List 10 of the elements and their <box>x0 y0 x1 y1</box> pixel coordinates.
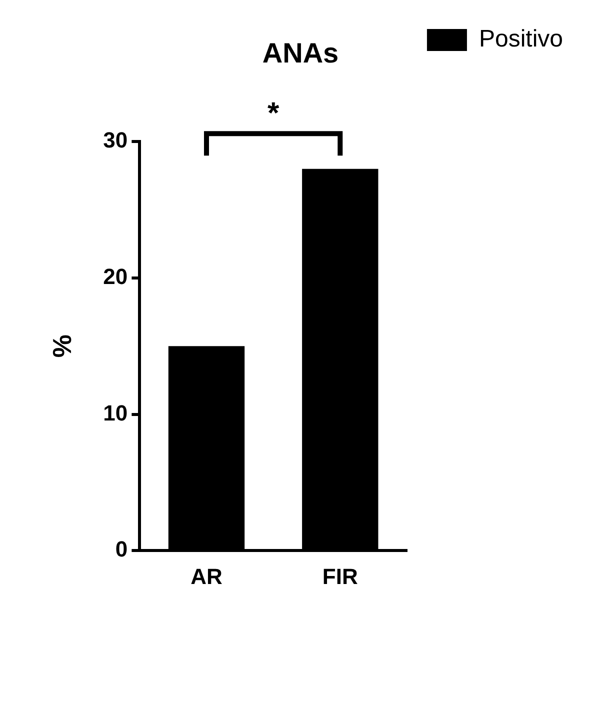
y-axis-title: % <box>46 334 77 358</box>
legend-label: Positivo <box>478 26 564 53</box>
chart-title: ANAs <box>262 38 339 69</box>
y-tick-label: 30 <box>103 128 128 153</box>
x-tick-label: AR <box>190 564 222 589</box>
y-tick-label: 10 <box>103 400 128 426</box>
y-tick-label: 0 <box>115 536 128 562</box>
x-tick-label: FIR <box>322 564 358 589</box>
y-tick-label: 20 <box>103 264 128 289</box>
text: * <box>267 96 280 130</box>
